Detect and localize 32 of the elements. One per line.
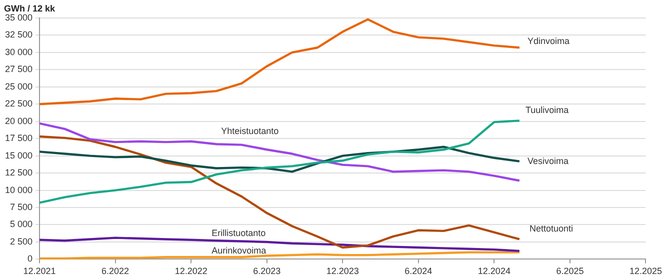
series-label: Nettotuonti [529,224,573,234]
y-tick-label: 32 500 [4,30,33,40]
x-tick-label: 6.2025 [556,266,584,276]
series-label: Yhteistuotanto [221,126,279,136]
y-tick-label: 2 500 [10,236,33,246]
y-tick-label: 27 500 [4,64,33,74]
y-tick-label: 12 500 [4,168,33,178]
x-tick-label: 12.2025 [629,266,662,276]
y-tick-label: 30 000 [4,46,33,57]
y-tick-label: 22 500 [4,98,33,109]
series-label: Ydinvoima [527,36,570,46]
y-tick-label: 20 000 [4,116,33,126]
y-tick-label: 17 500 [4,133,33,144]
y-tick-label: 35 000 [4,12,33,22]
y-tick-label: 10 000 [4,184,33,195]
series-label: Tuulivoima [525,105,569,116]
series-label: Vesivoima [527,156,568,166]
series-label: Aurinkovoima [212,246,266,256]
y-tick-label: 5 000 [10,219,33,230]
y-tick-label: 7 500 [10,202,33,212]
y-axis-title: GWh / 12 kk [4,3,56,14]
y-tick-label: 15 000 [4,150,33,160]
x-tick-label: 12.2023 [326,266,359,276]
x-tick-label: 6.2022 [102,266,130,276]
x-tick-label: 12.2021 [23,266,56,276]
y-tick-label: 25 000 [4,81,33,92]
x-tick-label: 12.2024 [478,266,510,276]
y-tick-label: 0 [28,254,33,264]
x-tick-label: 12.2022 [174,266,208,276]
series-label: Erillistuotanto [212,228,266,238]
x-tick-label: 6.2024 [404,266,432,276]
x-tick-label: 6.2023 [253,266,281,276]
